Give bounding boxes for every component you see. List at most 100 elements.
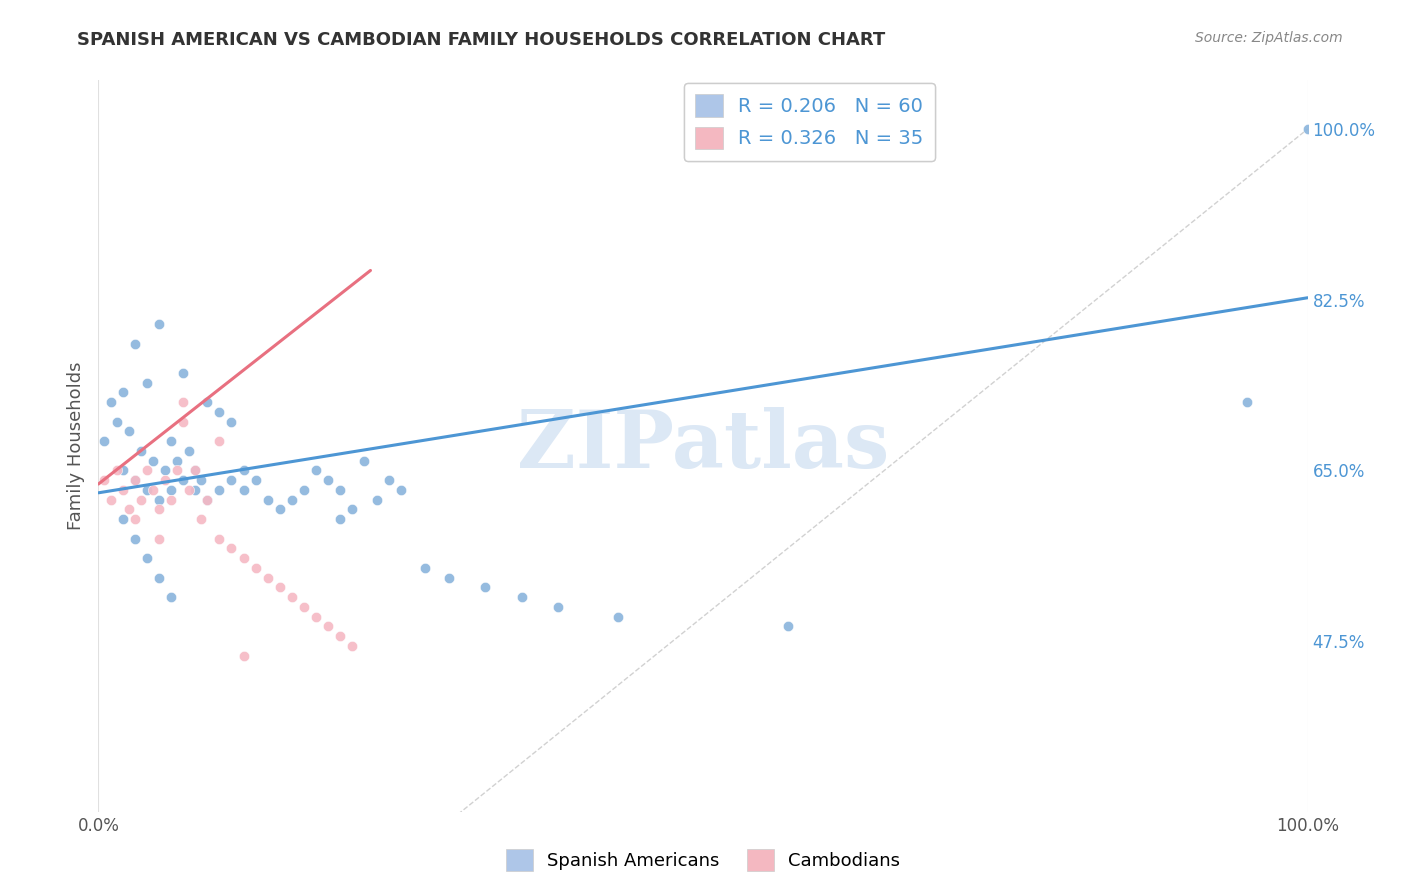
Point [437, 571, 460, 585]
Point [160, 483, 183, 497]
Point [100, 492, 122, 507]
Point [232, 551, 254, 566]
Point [179, 483, 201, 497]
Point [118, 502, 141, 516]
Point [1296, 122, 1319, 136]
Point [135, 483, 157, 497]
Point [305, 609, 328, 624]
Point [148, 502, 170, 516]
Text: SPANISH AMERICAN VS CAMBODIAN FAMILY HOUSEHOLDS CORRELATION CHART: SPANISH AMERICAN VS CAMBODIAN FAMILY HOU… [77, 31, 886, 49]
Point [148, 317, 170, 331]
Point [184, 483, 207, 497]
Point [329, 512, 352, 526]
Point [305, 463, 328, 477]
Point [124, 473, 146, 487]
Point [342, 502, 364, 516]
Point [776, 619, 799, 633]
Point [221, 473, 243, 487]
Point [232, 463, 254, 477]
Point [100, 395, 122, 409]
Point [142, 453, 165, 467]
Point [208, 532, 231, 546]
Point [148, 571, 170, 585]
Point [269, 581, 291, 595]
Point [292, 599, 315, 614]
Point [342, 639, 364, 653]
Point [124, 336, 146, 351]
Point [245, 561, 267, 575]
Point [208, 483, 231, 497]
Point [366, 492, 388, 507]
Point [160, 492, 183, 507]
Point [153, 463, 176, 477]
Point [111, 385, 134, 400]
Point [148, 532, 170, 546]
Point [329, 629, 352, 643]
Point [389, 483, 412, 497]
Point [195, 395, 218, 409]
Point [281, 492, 304, 507]
Point [142, 483, 165, 497]
Point [269, 502, 291, 516]
Point [1236, 395, 1258, 409]
Point [329, 483, 352, 497]
Point [281, 590, 304, 604]
Point [256, 492, 278, 507]
Point [111, 463, 134, 477]
Point [135, 551, 157, 566]
Point [607, 609, 630, 624]
Point [377, 473, 399, 487]
Legend: R = 0.206   N = 60, R = 0.326   N = 35: R = 0.206 N = 60, R = 0.326 N = 35 [683, 83, 935, 161]
Point [129, 443, 152, 458]
Point [232, 648, 254, 663]
Point [172, 415, 194, 429]
Point [292, 483, 315, 497]
Point [129, 492, 152, 507]
Point [160, 434, 183, 449]
Point [413, 561, 436, 575]
Point [208, 434, 231, 449]
Point [316, 473, 339, 487]
Point [105, 415, 128, 429]
Point [190, 512, 212, 526]
Text: ZIPatlas: ZIPatlas [517, 407, 889, 485]
Point [124, 532, 146, 546]
Point [111, 483, 134, 497]
Point [172, 473, 194, 487]
Point [256, 571, 278, 585]
Point [124, 473, 146, 487]
Point [474, 581, 496, 595]
Point [353, 453, 375, 467]
Point [172, 366, 194, 380]
Point [148, 492, 170, 507]
Point [195, 492, 218, 507]
Point [105, 463, 128, 477]
Y-axis label: Family Households: Family Households [66, 362, 84, 530]
Point [179, 443, 201, 458]
Point [547, 599, 569, 614]
Point [135, 463, 157, 477]
Point [153, 473, 176, 487]
Point [510, 590, 533, 604]
Point [172, 395, 194, 409]
Point [190, 473, 212, 487]
Point [208, 405, 231, 419]
Point [166, 453, 188, 467]
Point [135, 376, 157, 390]
Point [124, 512, 146, 526]
Point [232, 483, 254, 497]
Point [221, 541, 243, 556]
Point [160, 590, 183, 604]
Point [316, 619, 339, 633]
Text: Source: ZipAtlas.com: Source: ZipAtlas.com [1195, 31, 1343, 45]
Point [184, 463, 207, 477]
Point [184, 463, 207, 477]
Point [245, 473, 267, 487]
Point [111, 512, 134, 526]
Legend: Spanish Americans, Cambodians: Spanish Americans, Cambodians [499, 842, 907, 879]
Point [221, 415, 243, 429]
Point [118, 425, 141, 439]
Point [166, 463, 188, 477]
Point [93, 473, 115, 487]
Point [93, 434, 115, 449]
